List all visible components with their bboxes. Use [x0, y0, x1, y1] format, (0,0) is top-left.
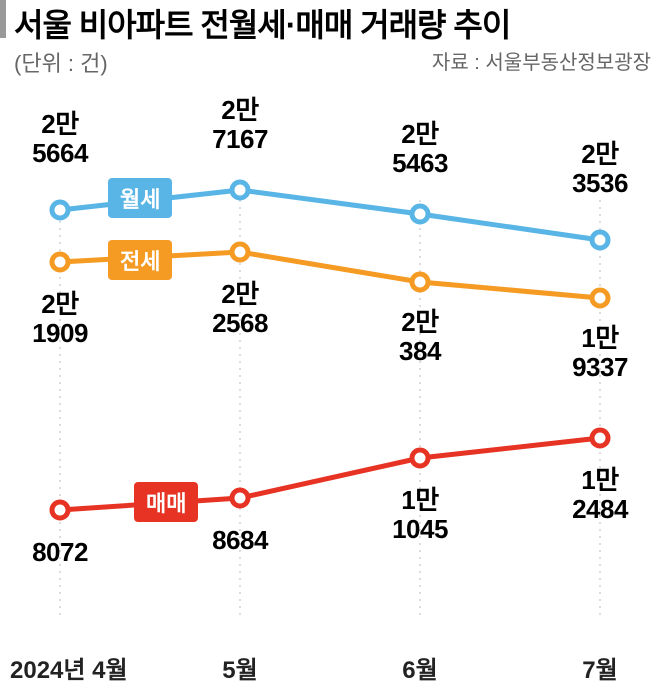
unit-label: (단위 : 건)	[14, 46, 108, 78]
marker-jeonse	[592, 290, 608, 306]
marker-sale	[52, 502, 68, 518]
data-label-sale: 1만 2484	[560, 466, 640, 523]
data-label-monthly: 2만 3536	[560, 140, 640, 197]
x-axis-label: 6월	[390, 650, 450, 685]
data-label-jeonse: 1만 9337	[560, 324, 640, 381]
marker-monthly	[232, 182, 248, 198]
marker-jeonse	[52, 254, 68, 270]
data-label-jeonse: 2만 384	[380, 308, 460, 365]
data-label-monthly: 2만 5463	[380, 120, 460, 177]
data-label-monthly: 2만 7167	[200, 96, 280, 153]
marker-jeonse	[412, 274, 428, 290]
chart-title: 서울 비아파트 전월세·매매 거래량 추이	[14, 0, 510, 46]
data-label-jeonse: 2만 2568	[200, 280, 280, 337]
data-label-sale: 8684	[200, 526, 280, 555]
marker-sale	[232, 490, 248, 506]
series-badge-sale: 매매	[134, 482, 198, 522]
marker-jeonse	[232, 244, 248, 260]
chart-area: 2만 5664 2만 7167 2만 5463 2만 3536 월세 2만 1909 2만 …	[0, 90, 661, 685]
data-label-jeonse: 2만 1909	[20, 290, 100, 347]
x-axis-label: 2024년 4월	[10, 650, 170, 685]
source-label: 자료 : 서울부동산정보광장	[432, 46, 651, 75]
marker-monthly	[52, 202, 68, 218]
x-axis-label: 7월	[570, 650, 630, 685]
series-badge-jeonse: 전세	[108, 240, 172, 280]
title-accent-bar	[0, 0, 6, 38]
data-label-sale: 8072	[20, 538, 100, 567]
marker-monthly	[412, 206, 428, 222]
data-label-sale: 1만 1045	[380, 486, 460, 543]
marker-monthly	[592, 232, 608, 248]
marker-sale	[412, 450, 428, 466]
data-label-monthly: 2만 5664	[20, 110, 100, 167]
marker-sale	[592, 430, 608, 446]
x-axis-label: 5월	[210, 650, 270, 685]
series-badge-monthly: 월세	[108, 178, 172, 218]
